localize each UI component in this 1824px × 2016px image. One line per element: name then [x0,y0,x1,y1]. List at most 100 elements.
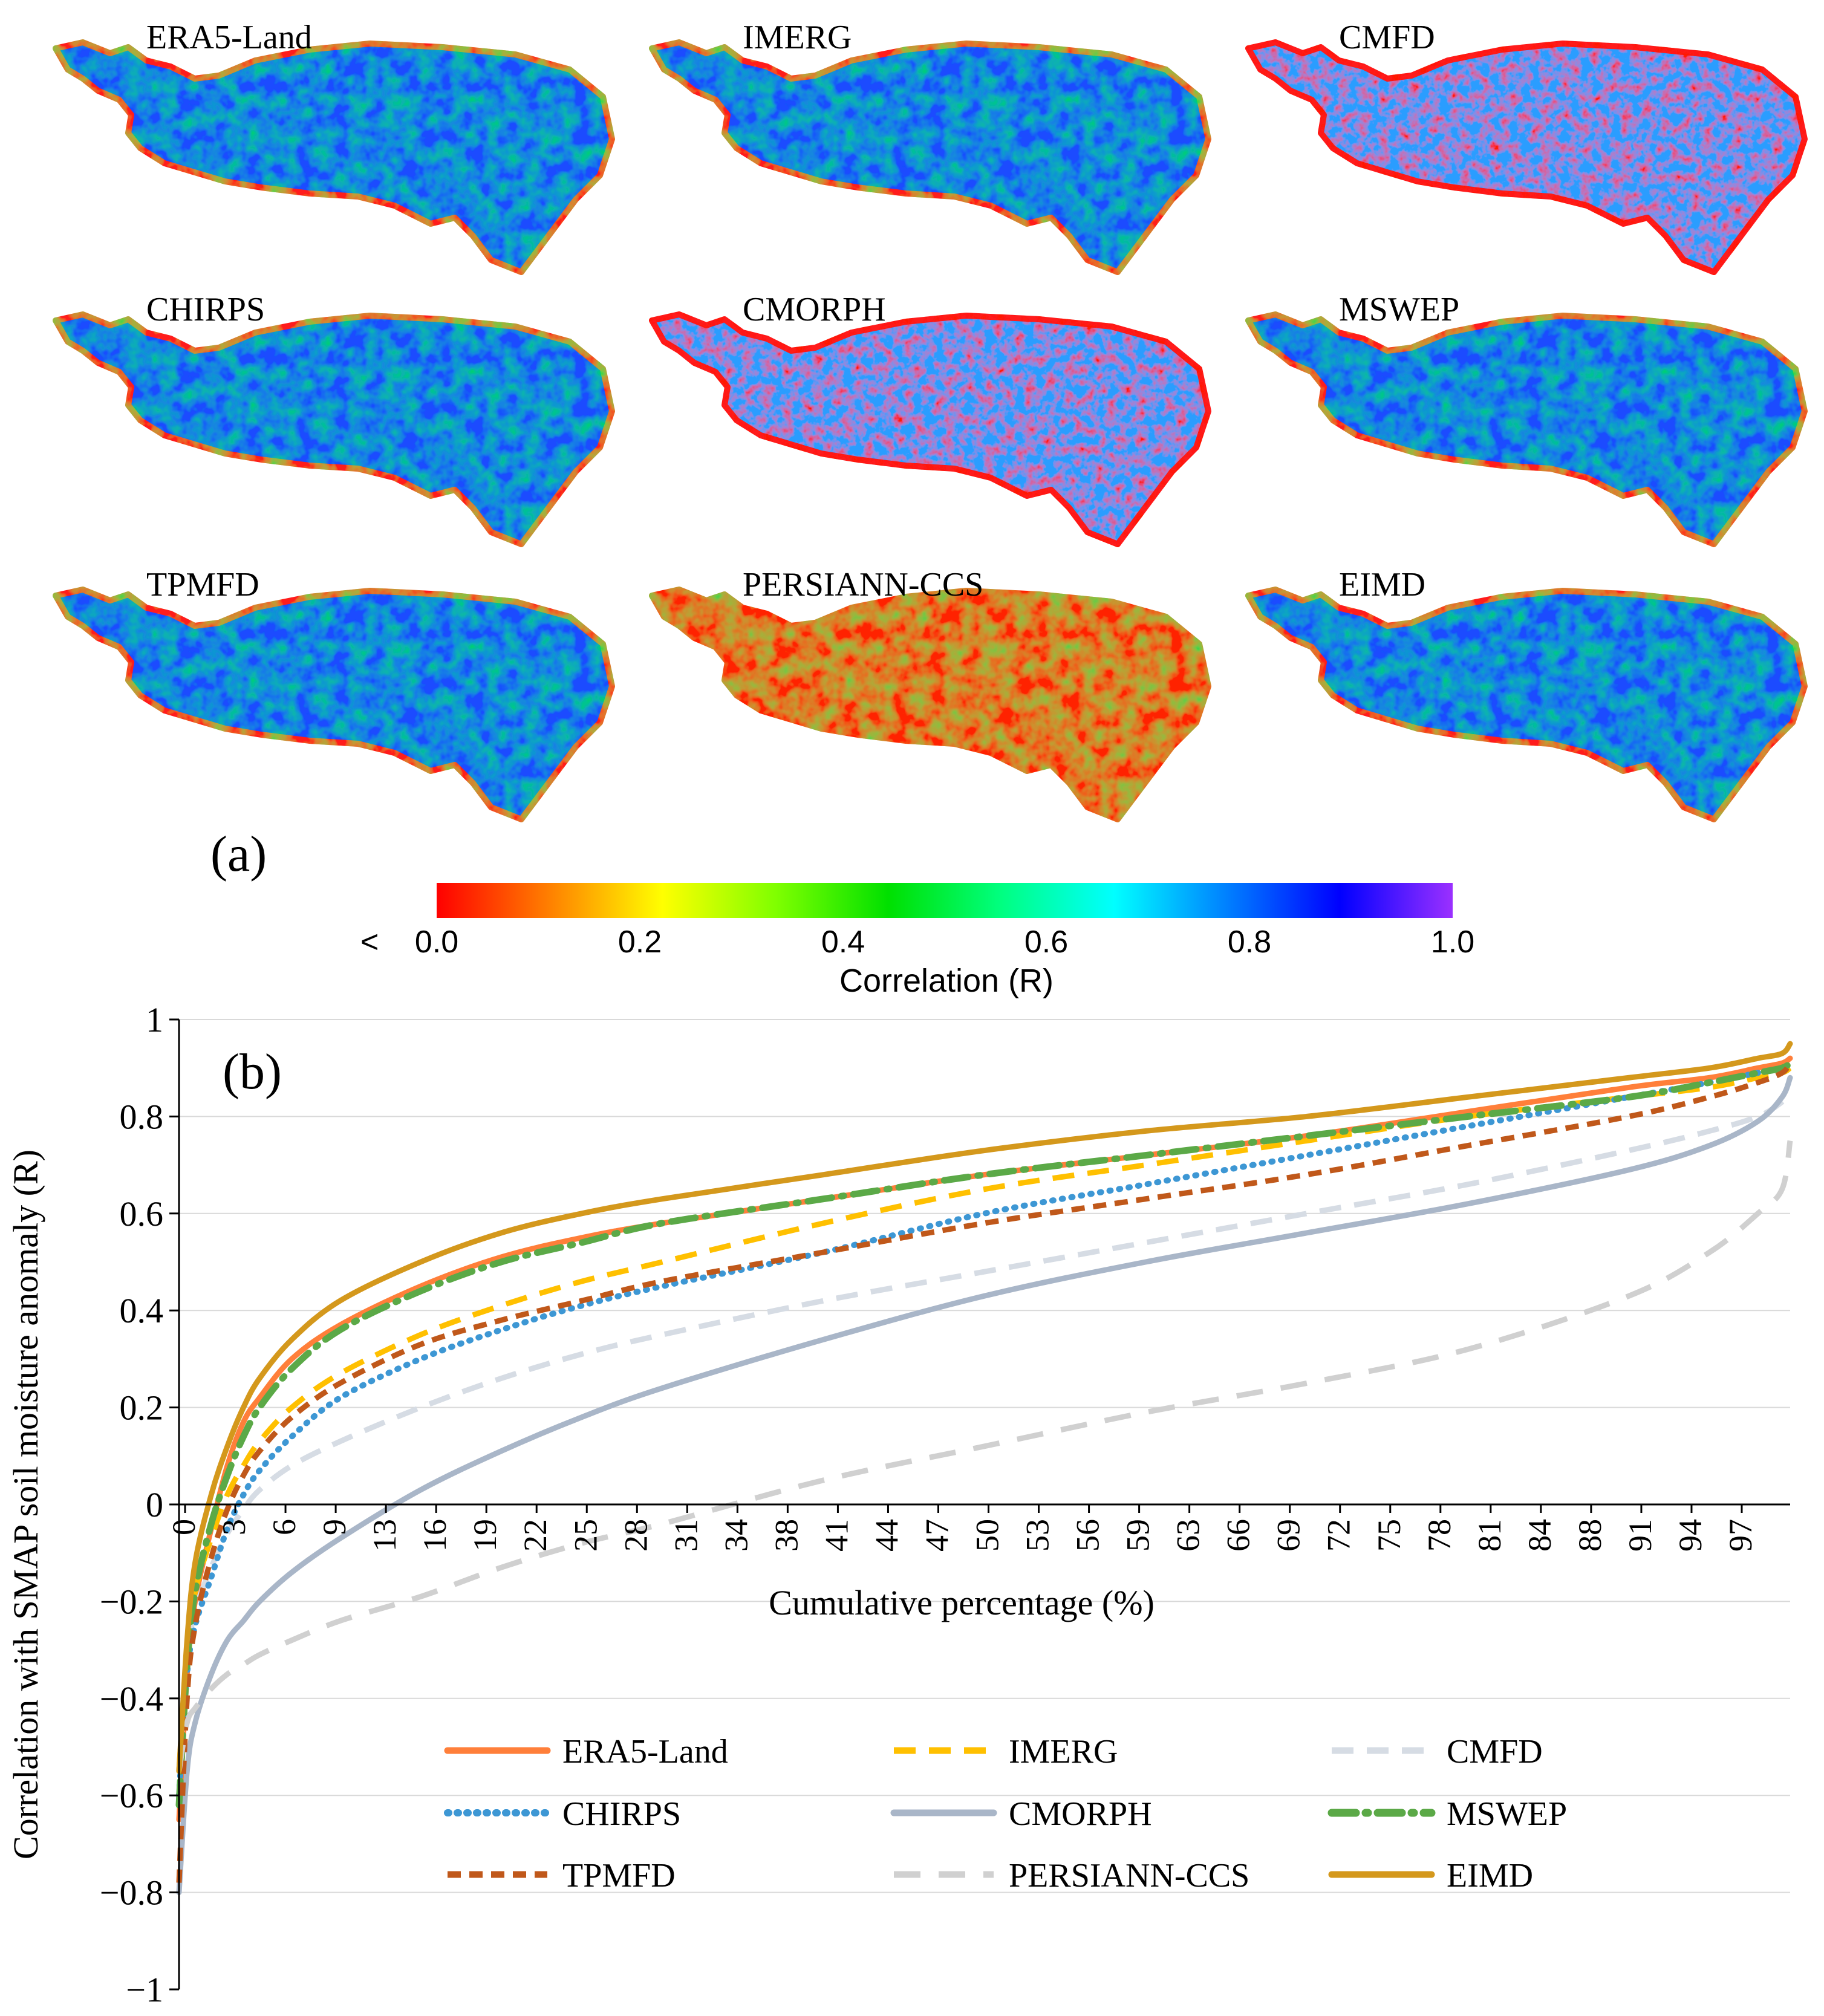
x-tick-label: 13 [366,1519,403,1552]
x-tick-label: 0 [166,1519,202,1535]
legend-label: IMERG [1009,1733,1118,1771]
x-tick-label: 56 [1070,1519,1106,1552]
y-tick-label: −0.6 [100,1776,163,1815]
x-tick-label: 16 [417,1519,453,1552]
x-tick-label: 53 [1020,1519,1056,1552]
map-shape [53,311,615,547]
legend-label: MSWEP [1447,1795,1567,1833]
x-tick-label: 84 [1522,1519,1558,1552]
x-axis-title: Cumulative percentage (%) [769,1583,1155,1622]
map-panel: CMFD [1245,19,1808,275]
map-title: MSWEP [1339,291,1459,328]
colorbar-tick-label: 0.6 [1024,925,1068,960]
map-shape [649,587,1211,822]
map-title: CMORPH [743,291,886,328]
map-shape [1245,39,1808,275]
map-panel: CHIRPS [53,291,615,547]
y-tick-labels: 1 0.8 0.6 0.4 0.2 0 −0.2 −0.4 −0.6 −0.8 −1 [100,1000,179,2009]
x-tick-label: 69 [1271,1519,1307,1552]
map-shape [53,587,615,822]
map-title: CMFD [1339,19,1435,56]
x-tick-label: 31 [668,1519,704,1552]
series-line [176,1140,1793,1772]
legend-label: PERSIANN-CCS [1009,1857,1249,1894]
legend-label: CMFD [1447,1733,1543,1771]
y-tick-label: 0.4 [120,1291,164,1330]
x-tick-label: 97 [1722,1519,1759,1552]
gridlines [179,1019,1790,1893]
legend-label: CHIRPS [562,1795,681,1833]
colorbar-tick-label: 1.0 [1431,925,1474,960]
x-tick-label: 34 [718,1519,754,1552]
map-panel: MSWEP [1245,291,1808,547]
map-panel: PERSIANN-CCS [649,566,1211,822]
x-tick-label: 47 [919,1519,955,1552]
map-shape [1245,311,1808,547]
x-tick-label: 41 [818,1519,855,1552]
map-panel: TPMFD [53,566,615,822]
y-tick-label: −0.4 [100,1679,163,1718]
y-tick-label: 1 [146,1000,163,1039]
x-tick-label: 44 [868,1519,905,1552]
panel-b-label: (b) [223,1044,282,1100]
map-shape [649,311,1211,547]
colorbar-title: Correlation (R) [839,963,1054,999]
x-tick-label: 75 [1371,1519,1407,1552]
x-tick-label: 28 [617,1519,654,1552]
legend-label: EIMD [1447,1857,1533,1894]
colorbar-tick-label: 0.8 [1228,925,1271,960]
y-tick-label: −1 [126,1970,163,2009]
y-tick-label: −0.8 [100,1873,163,1913]
x-tick-labels: 0 3 6 9 13 16 19 22 25 28 31 34 38 41 44 47 50 53 56 59 63 66… [166,1504,1759,1552]
map-shape [1245,587,1808,822]
y-tick-label: 0.6 [120,1194,164,1234]
x-tick-label: 72 [1321,1519,1357,1552]
y-tick-label: 0.2 [120,1388,164,1428]
y-tick-label: 0.8 [120,1097,164,1136]
colorbar-gradient [437,883,1453,918]
map-panel: CMORPH [649,291,1211,547]
series-line [175,1059,1794,1809]
map-title: ERA5-Land [146,19,312,56]
legend-label: ERA5-Land [562,1733,728,1771]
x-tick-label: 66 [1220,1519,1257,1552]
x-tick-label: 25 [567,1519,604,1552]
y-tick-label: 0 [146,1485,163,1524]
series-line [176,1061,1793,1883]
x-tick-label: 19 [467,1519,503,1552]
colorbar-less-than: < [360,925,379,960]
x-tick-label: 59 [1120,1519,1156,1552]
map-title: TPMFD [146,566,259,603]
x-tick-label: 88 [1572,1519,1608,1552]
series-line [176,1055,1793,1823]
colorbar-tick-label: 0.0 [415,925,458,960]
x-tick-label: 63 [1170,1519,1207,1552]
map-shape [53,39,615,275]
map-panel: ERA5-Land [53,19,615,275]
y-axis-title: Correlation with SMAP soil moisture anom… [6,1149,45,1859]
colorbar-ticks: 0.0 0.2 0.4 0.6 0.8 1.0 [415,925,1474,960]
map-title: EIMD [1339,566,1425,603]
panel-a-label: (a) [210,826,267,882]
x-tick-label: 81 [1471,1519,1508,1552]
series-line [176,1090,1793,1772]
x-tick-label: 38 [768,1519,804,1552]
x-tick-label: 22 [517,1519,553,1552]
colorbar-tick-label: 0.4 [821,925,865,960]
map-title: PERSIANN-CCS [743,566,983,603]
map-panel: EIMD [1245,566,1808,822]
legend: ERA5-Land IMERG CMFD CHIRPS CMORPH MSWEP TPMFD… [444,1733,1567,1894]
map-panel: IMERG [649,19,1211,275]
map-shape [649,39,1211,275]
x-tick-label: 9 [316,1519,353,1535]
x-tick-label: 6 [266,1519,302,1535]
series-line [176,1041,1793,1774]
map-title: IMERG [743,19,852,56]
line-chart: 10.80.60.40.20−0.2−0.4−0.6−0.8−1 0 3 6 9 13 1… [6,1000,1794,2009]
map-grid: ERA5-Land IMERG CMFD CHIRPS CMORPH MSWEP TPMFD… [53,19,1808,822]
x-tick-label: 94 [1672,1519,1708,1552]
colorbar: < 0.0 0.2 0.4 0.6 0.8 1.0 Correlation (R) [360,883,1474,999]
x-tick-label: 91 [1622,1519,1658,1552]
colorbar-tick-label: 0.2 [618,925,662,960]
